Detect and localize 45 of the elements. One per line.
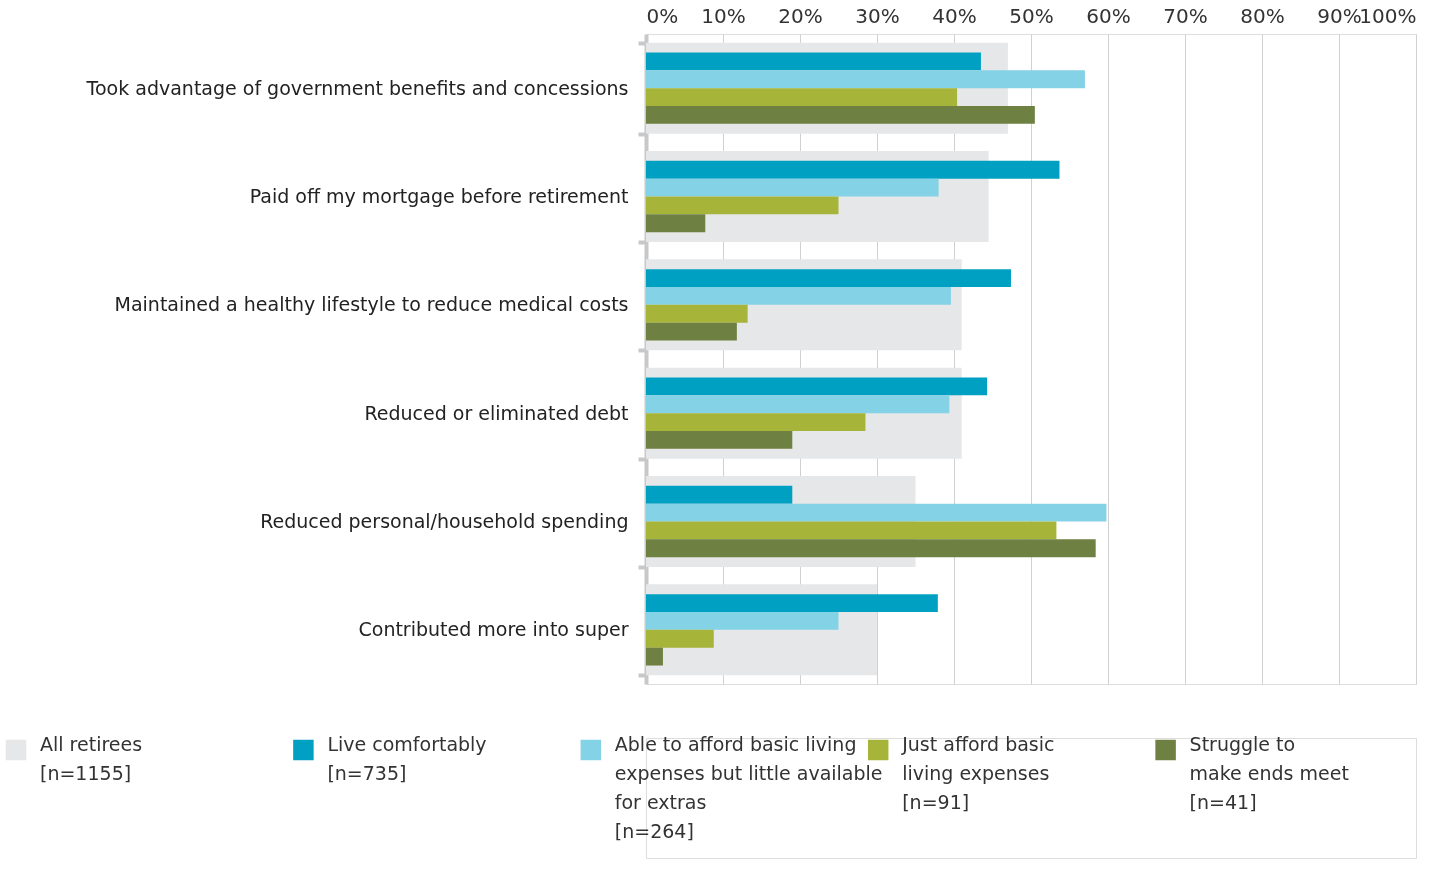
bar xyxy=(646,413,866,432)
legend-label: Able to afford basic living expenses but little available for extras [n=264] xyxy=(614,733,883,842)
bar xyxy=(646,160,1060,179)
x-tick-label: 50% xyxy=(1009,3,1054,28)
bar xyxy=(646,304,748,323)
bar xyxy=(646,88,958,107)
bar xyxy=(646,485,793,504)
y-tick-label: Reduced or eliminated debt xyxy=(364,401,629,424)
x-tick-label: 30% xyxy=(855,3,900,28)
y-tick-label: Contributed more into super xyxy=(358,618,629,641)
bar xyxy=(646,503,1107,522)
legend-label: All retirees [n=1155] xyxy=(40,733,143,784)
bar xyxy=(646,322,737,341)
x-tick-label: 20% xyxy=(778,3,823,28)
bar xyxy=(646,178,939,197)
y-tick-label: Paid off my mortgage before retirement xyxy=(249,185,629,207)
bar xyxy=(646,521,1057,540)
x-tick-label: 90% xyxy=(1317,3,1362,28)
bar xyxy=(646,647,663,666)
y-tick-label: Reduced personal/household spending xyxy=(260,510,629,532)
x-tick-label: 0% xyxy=(646,3,679,28)
bar xyxy=(646,629,714,648)
bar xyxy=(646,70,1085,89)
bar xyxy=(646,539,1096,558)
bar xyxy=(646,214,706,233)
bar xyxy=(646,269,1011,287)
bar xyxy=(646,594,938,612)
y-tick-label: Took advantage of government benefits and concessions xyxy=(85,76,629,99)
x-tick-label: 70% xyxy=(1163,3,1208,28)
x-tick-label: 40% xyxy=(932,3,977,28)
bar xyxy=(646,395,950,414)
legend-label: Struggle to make ends meet [n=41] xyxy=(1189,733,1349,813)
bar xyxy=(646,611,839,630)
bar xyxy=(646,52,981,71)
bar xyxy=(646,286,951,305)
legend-label: Live comfortably [n=735] xyxy=(327,733,487,784)
x-tick-label: 60% xyxy=(1086,3,1131,28)
x-tick-label: 80% xyxy=(1240,3,1285,28)
bar xyxy=(646,196,839,215)
y-tick-label: Maintained a healthy lifestyle to reduce medical costs xyxy=(114,293,629,316)
bar xyxy=(646,431,793,449)
bar xyxy=(646,106,1035,124)
legend-label: Just afford basic living expenses [n=91] xyxy=(901,733,1055,813)
bar xyxy=(646,377,988,396)
x-tick-label: 10% xyxy=(701,3,746,28)
